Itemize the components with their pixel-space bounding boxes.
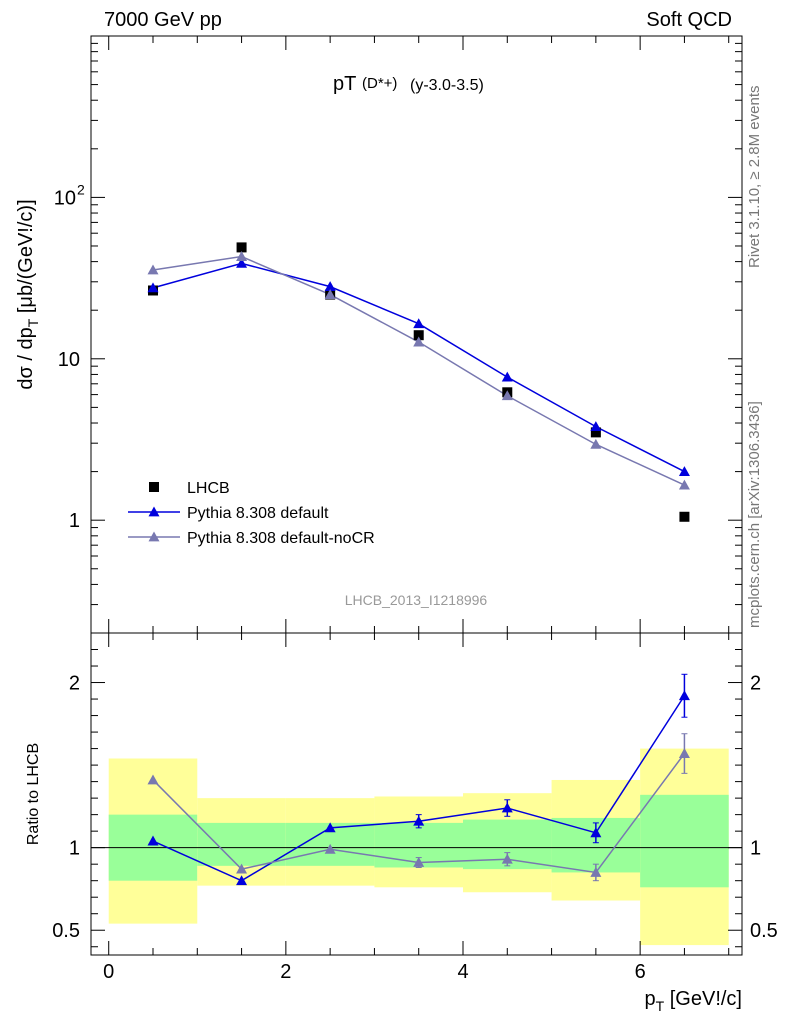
data-point-square	[679, 511, 690, 522]
header-energy-label: 7000 GeV pp	[104, 9, 222, 31]
plot-title-main: pT	[333, 73, 356, 95]
legend-label: Pythia 8.308 default-noCR	[187, 530, 375, 547]
ratio-point-triangle	[147, 774, 159, 785]
x-axis-label: pT [GeV!/c]	[645, 988, 743, 1014]
ratio-point-triangle	[590, 866, 602, 877]
mc-point-triangle	[324, 289, 336, 299]
mc-point-triangle	[413, 336, 425, 347]
data-point-square	[413, 330, 424, 341]
y-tick-label-base: 10	[54, 187, 76, 209]
uncertainty-band-inner	[197, 822, 286, 866]
mc-point-triangle	[147, 264, 159, 275]
mc-point-triangle	[590, 421, 602, 432]
mc-point-triangle	[501, 390, 513, 401]
mc-point-triangle	[236, 251, 248, 261]
plot-title-rest: (y-3.0-3.5)	[410, 77, 484, 94]
legend-label: LHCB	[187, 480, 230, 497]
mc-point-triangle	[147, 282, 159, 293]
ratio-point-triangle	[324, 822, 336, 833]
ratio-point-triangle	[590, 827, 602, 838]
ratio-point-triangle	[413, 815, 425, 826]
y-tick-label: 10	[58, 349, 80, 371]
ratio-point-triangle	[147, 835, 159, 846]
analysis-watermark: LHCB_2013_I1218996	[345, 592, 488, 608]
uncertainty-band-inner	[640, 794, 729, 888]
x-tick-label: 2	[280, 961, 291, 983]
ratio-y-tick-label: 1	[69, 838, 80, 860]
mc-point-triangle	[590, 438, 602, 449]
series-line	[152, 262, 685, 473]
x-tick-label: 4	[457, 961, 468, 983]
ratio-y-tick-label-right: 1	[750, 838, 761, 860]
ratio-y-tick-label-right: 0.5	[750, 920, 778, 942]
mc-point-triangle	[678, 466, 690, 477]
y-tick-label: 1	[69, 510, 80, 532]
ratio-y-tick-label-right: 2	[750, 673, 761, 695]
legend-marker	[148, 506, 160, 517]
series-line	[152, 255, 685, 486]
ratio-point-triangle	[413, 857, 425, 867]
legend-marker	[148, 531, 160, 542]
y-axis-label: dσ / dpT [μb/(GeV!/c)]	[15, 199, 41, 389]
ratio-plot-frame	[90, 632, 743, 956]
ratio-point-triangle	[678, 690, 690, 701]
ratio-point-triangle	[324, 843, 336, 854]
legend-marker	[149, 482, 159, 492]
data-point-square	[590, 427, 601, 438]
mc-point-triangle	[324, 281, 336, 292]
ratio-y-tick-label: 0.5	[52, 920, 80, 942]
y-tick-label-exponent: 2	[77, 181, 85, 197]
ratio-y-axis-label: Ratio to LHCB	[25, 743, 42, 845]
header-category-label: Soft QCD	[646, 9, 732, 31]
ratio-point-triangle	[501, 802, 513, 813]
ratio-y-tick-label: 2	[69, 673, 80, 695]
ratio-point-triangle	[678, 748, 690, 758]
plot-title-subscript: (D*+)	[362, 75, 397, 92]
ratio-point-triangle	[236, 863, 248, 874]
x-tick-label: 0	[103, 961, 114, 983]
mc-point-triangle	[678, 479, 690, 490]
data-point-square	[236, 242, 247, 253]
ratio-point-triangle	[236, 875, 248, 886]
ratio-point-triangle	[501, 853, 513, 864]
mc-point-triangle	[501, 371, 513, 382]
mc-point-triangle	[413, 318, 425, 329]
legend-label: Pythia 8.308 default	[187, 505, 329, 522]
x-tick-label: 6	[635, 961, 646, 983]
mc-point-triangle	[236, 257, 248, 268]
